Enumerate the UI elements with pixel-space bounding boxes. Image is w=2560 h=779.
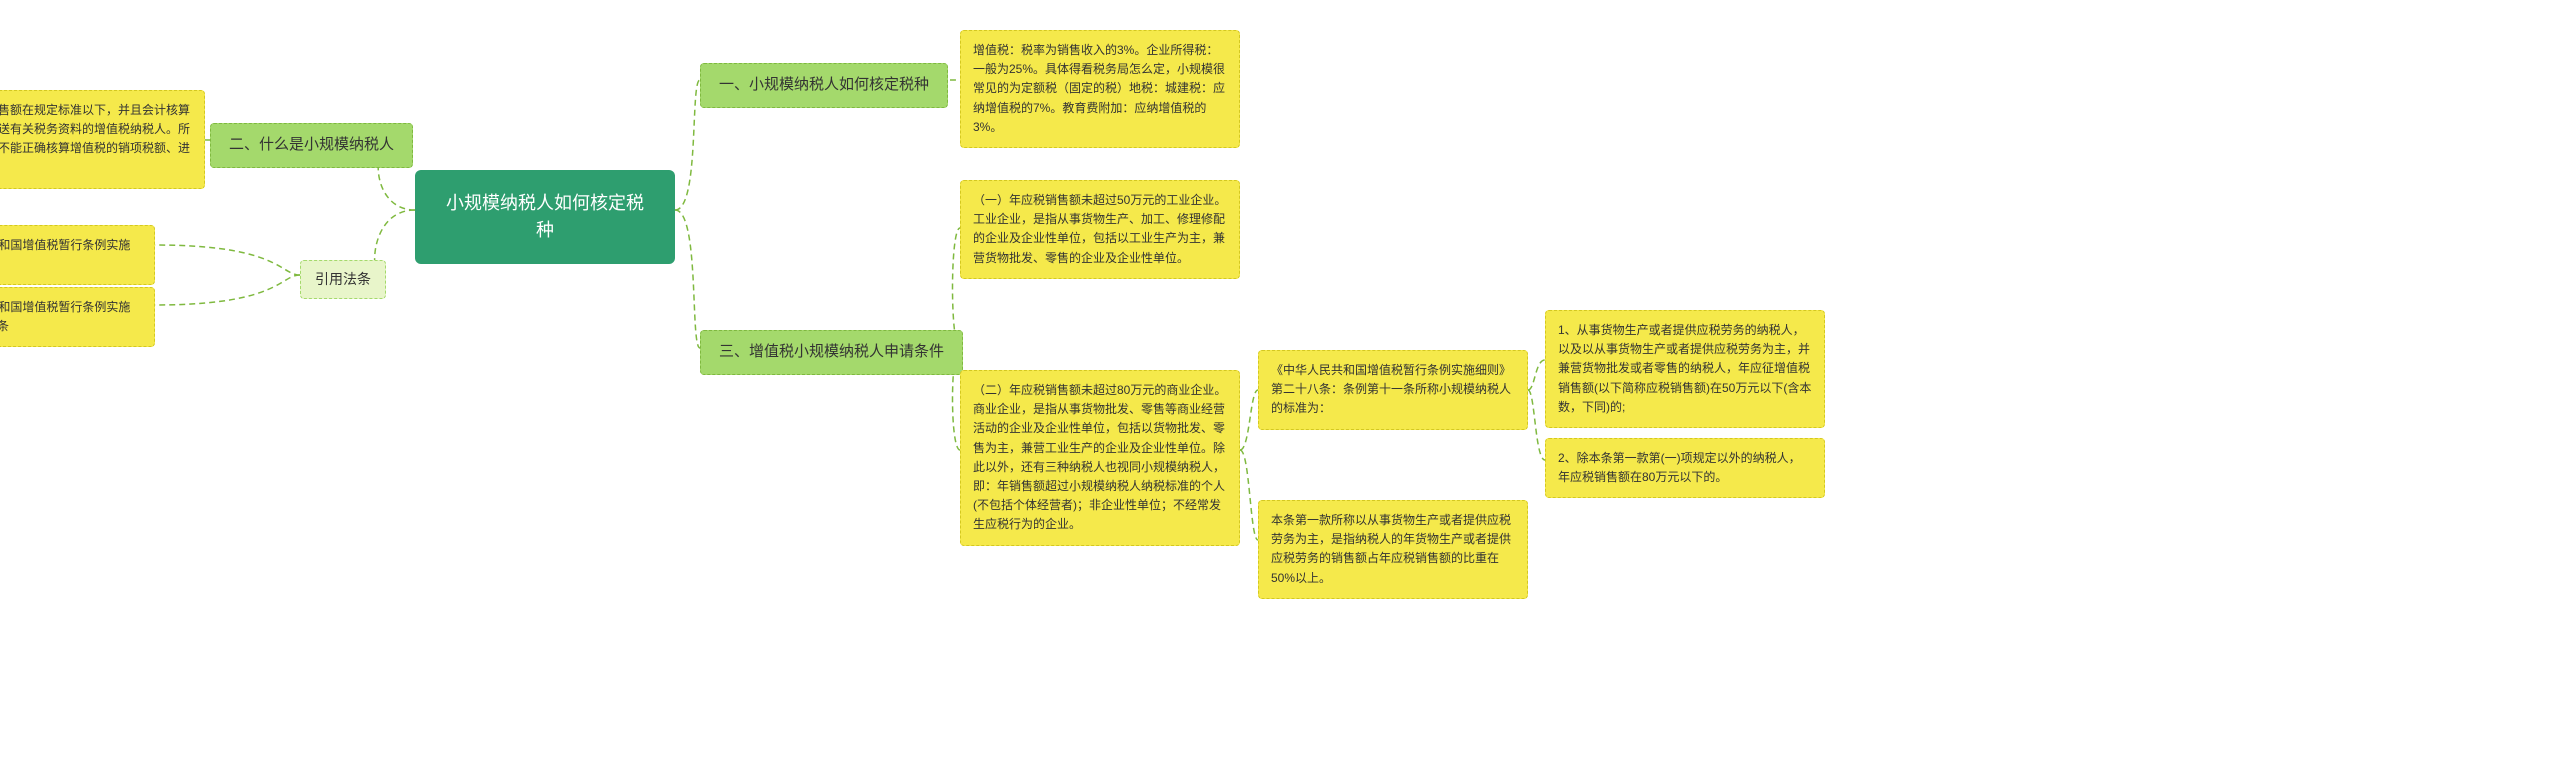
- leaf-what-is-text: 小规模纳税人是指年销售额在规定标准以下，并且会计核算不健全，不能按规定报送有关税…: [0, 103, 190, 175]
- branch-what-is-label: 二、什么是小规模纳税人: [229, 136, 394, 153]
- root-node: 小规模纳税人如何核定税种: [415, 170, 675, 264]
- leaf-citation-2: [2]《中华人民共和国增值税暂行条例实施细则》第二十八条: [0, 287, 155, 347]
- branch-what-is: 二、什么是小规模纳税人: [210, 123, 413, 168]
- leaf-reg-28: 《中华人民共和国增值税暂行条例实施细则》第二十八条：条例第十一条所称小规模纳税人…: [1258, 350, 1528, 430]
- leaf-tax-rates-text: 增值税：税率为销售收入的3%。企业所得税：一般为25%。具体得看税务局怎么定，小…: [973, 43, 1225, 134]
- leaf-reg-28-text: 《中华人民共和国增值税暂行条例实施细则》第二十八条：条例第十一条所称小规模纳税人…: [1271, 363, 1511, 415]
- leaf-50pct-text: 本条第一款所称以从事货物生产或者提供应税劳务为主，是指纳税人的年货物生产或者提供…: [1271, 513, 1511, 585]
- leaf-citation-1: [1]《中华人民共和国增值税暂行条例实施细则》: [0, 225, 155, 285]
- root-label: 小规模纳税人如何核定税种: [445, 190, 645, 244]
- leaf-what-is-def: 小规模纳税人是指年销售额在规定标准以下，并且会计核算不健全，不能按规定报送有关税…: [0, 90, 205, 189]
- leaf-reg-sub1: 1、从事货物生产或者提供应税劳务的纳税人，以及以从事货物生产或者提供应税劳务为主…: [1545, 310, 1825, 428]
- leaf-cond-2: （二）年应税销售额未超过80万元的商业企业。商业企业，是指从事货物批发、零售等商…: [960, 370, 1240, 546]
- leaf-cond-1-text: （一）年应税销售额未超过50万元的工业企业。工业企业，是指从事货物生产、加工、修…: [973, 193, 1226, 265]
- leaf-cond-1: （一）年应税销售额未超过50万元的工业企业。工业企业，是指从事货物生产、加工、修…: [960, 180, 1240, 279]
- leaf-tax-rates: 增值税：税率为销售收入的3%。企业所得税：一般为25%。具体得看税务局怎么定，小…: [960, 30, 1240, 148]
- branch-how-assess-label: 一、小规模纳税人如何核定税种: [719, 76, 929, 93]
- leaf-cond-2-text: （二）年应税销售额未超过80万元的商业企业。商业企业，是指从事货物批发、零售等商…: [973, 383, 1226, 531]
- branch-conditions: 三、增值税小规模纳税人申请条件: [700, 330, 963, 375]
- leaf-50pct: 本条第一款所称以从事货物生产或者提供应税劳务为主，是指纳税人的年货物生产或者提供…: [1258, 500, 1528, 599]
- branch-how-assess: 一、小规模纳税人如何核定税种: [700, 63, 948, 108]
- leaf-citation-2-text: [2]《中华人民共和国增值税暂行条例实施细则》第二十八条: [0, 300, 130, 333]
- branch-citations-label: 引用法条: [315, 271, 371, 287]
- leaf-reg-sub2-text: 2、除本条第一款第(一)项规定以外的纳税人，年应税销售额在80万元以下的。: [1558, 451, 1801, 484]
- leaf-reg-sub1-text: 1、从事货物生产或者提供应税劳务的纳税人，以及以从事货物生产或者提供应税劳务为主…: [1558, 323, 1811, 414]
- leaf-reg-sub2: 2、除本条第一款第(一)项规定以外的纳税人，年应税销售额在80万元以下的。: [1545, 438, 1825, 498]
- branch-conditions-label: 三、增值税小规模纳税人申请条件: [719, 343, 944, 360]
- branch-citations: 引用法条: [300, 260, 386, 299]
- leaf-citation-1-text: [1]《中华人民共和国增值税暂行条例实施细则》: [0, 238, 130, 271]
